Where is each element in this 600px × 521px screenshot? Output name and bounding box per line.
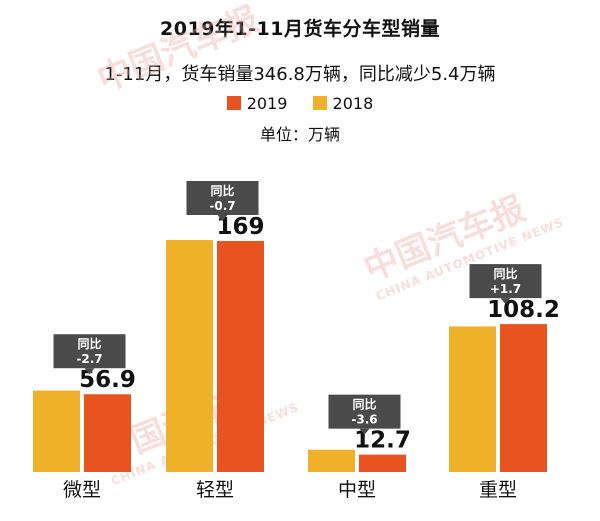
legend: 2019 2018 [0, 93, 600, 113]
category-label-3: 中型 [338, 479, 376, 501]
yoy-tag-pointer-4 [500, 298, 511, 305]
yoy-tag-pointer-2 [217, 215, 228, 221]
bar-2018-4 [449, 326, 496, 472]
legend-swatch-2019 [226, 96, 241, 110]
yoy-tag-label-2: 同比 [210, 183, 234, 198]
data-label-2019-4: 108.2 [487, 297, 560, 323]
yoy-tag-3 [328, 394, 401, 429]
yoy-tag-label-1: 同比 [77, 336, 101, 351]
yoy-tag-pointer-3 [359, 428, 370, 435]
unit-label: 单位：万辆 [259, 125, 340, 144]
legend-swatch-2018 [312, 96, 327, 110]
bar-2018-3 [308, 449, 355, 472]
yoy-tag-value-4: +1.7 [490, 282, 521, 296]
chart-subtitle: 1-11月，货车销量346.8万辆，同比减少5.4万辆 [104, 64, 496, 85]
yoy-tag-2 [186, 181, 259, 215]
bar-2019-1 [84, 394, 131, 472]
legend-label-2019: 2019 [246, 94, 288, 113]
bar-2018-2 [166, 240, 213, 472]
bar-2019-4 [500, 324, 547, 472]
legend-item-2018: 2018 [312, 94, 374, 113]
bar-2019-2 [217, 241, 264, 472]
yoy-tag-value-3: -3.6 [351, 413, 377, 427]
bar-2019-3 [359, 454, 406, 472]
chart-title: 2019年1-11月货车分车型销量 [160, 18, 440, 40]
yoy-tag-label-3: 同比 [352, 397, 376, 412]
category-label-1: 微型 [63, 479, 101, 501]
legend-label-2018: 2018 [332, 94, 374, 113]
yoy-tag-value-2: -0.7 [209, 199, 235, 213]
bar-2018-1 [33, 390, 80, 472]
yoy-tag-label-4: 同比 [493, 266, 517, 281]
category-label-2: 轻型 [196, 479, 234, 501]
category-label-4: 重型 [479, 479, 517, 501]
yoy-tag-value-1: -2.7 [76, 352, 102, 366]
yoy-tag-4 [469, 264, 542, 299]
yoy-tag-pointer-1 [84, 368, 95, 375]
legend-item-2019: 2019 [226, 94, 288, 113]
yoy-tag-1 [53, 334, 126, 369]
